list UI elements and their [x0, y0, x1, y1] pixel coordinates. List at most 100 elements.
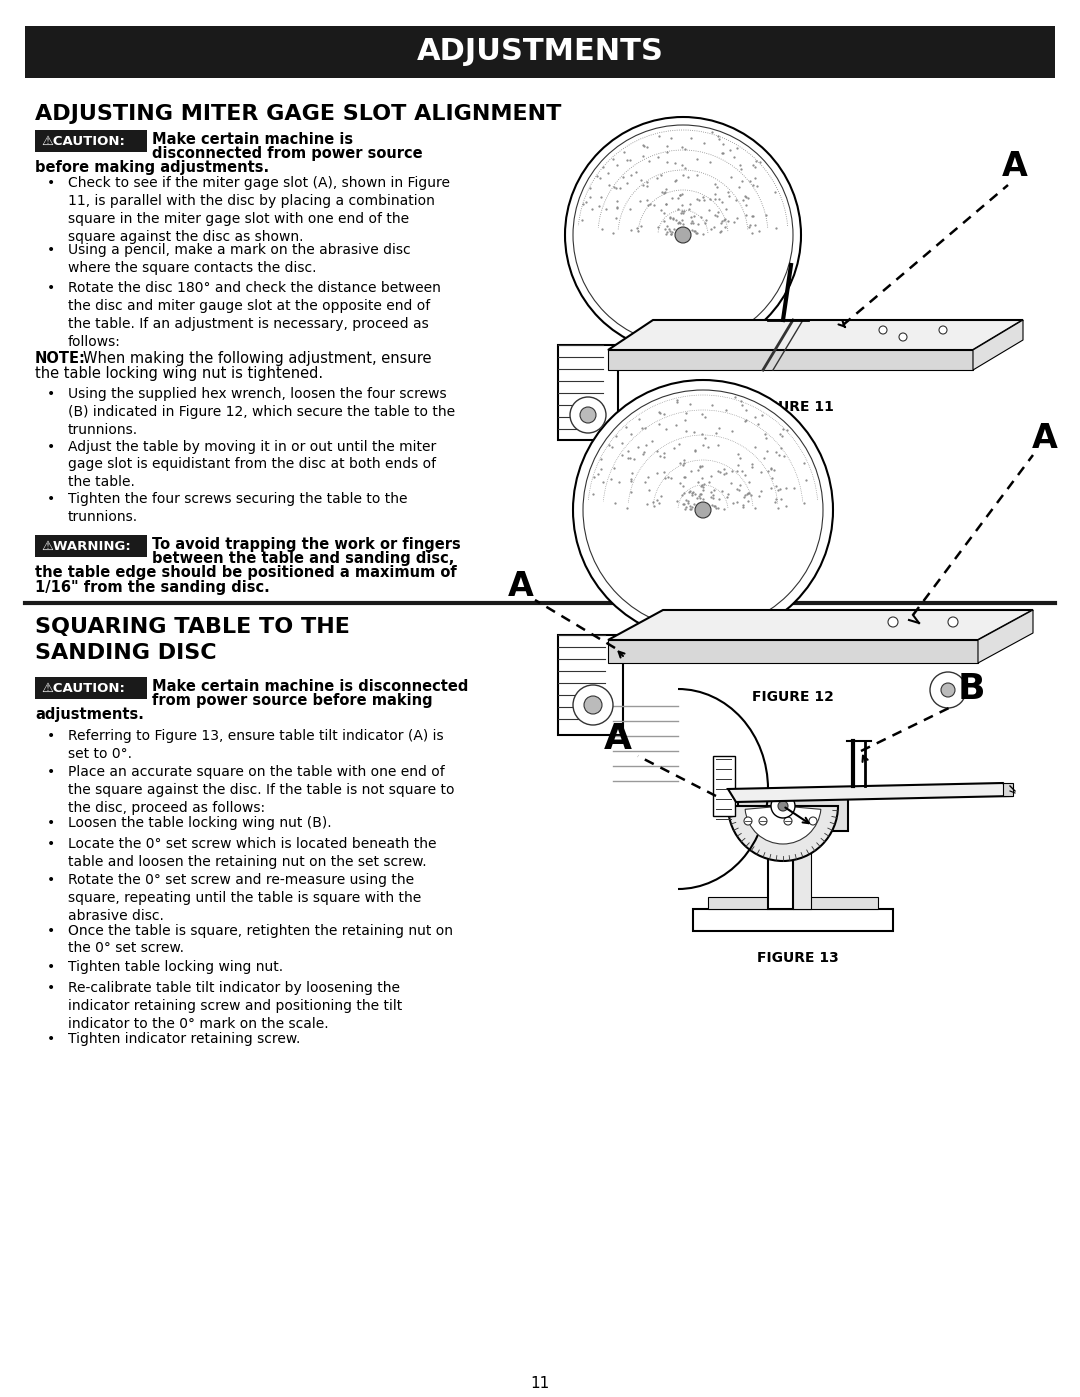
Polygon shape	[608, 610, 1032, 640]
Circle shape	[784, 817, 792, 826]
Text: Using the supplied hex wrench, loosen the four screws
(B) indicated in Figure 12: Using the supplied hex wrench, loosen th…	[68, 387, 455, 437]
Polygon shape	[1003, 782, 1013, 796]
Text: before making adjustments.: before making adjustments.	[35, 161, 269, 175]
Bar	[713, 756, 735, 816]
Text: adjustments.: adjustments.	[35, 707, 144, 722]
Text: Tighten table locking wing nut.: Tighten table locking wing nut.	[68, 960, 283, 974]
Circle shape	[570, 397, 606, 433]
Text: the table edge should be positioned a maximum of: the table edge should be positioned a ma…	[35, 564, 457, 580]
Circle shape	[899, 332, 907, 341]
Text: •: •	[48, 243, 55, 257]
Text: the table locking wing nut is tightened.: the table locking wing nut is tightened.	[35, 366, 323, 381]
Text: NOTE:: NOTE:	[35, 351, 86, 366]
Circle shape	[771, 793, 795, 819]
Circle shape	[778, 800, 788, 812]
Text: ⚠CAUTION:: ⚠CAUTION:	[41, 134, 125, 148]
Bar	[35, 130, 147, 152]
Text: •: •	[48, 923, 55, 937]
Circle shape	[573, 685, 613, 725]
Bar	[35, 678, 147, 698]
Circle shape	[744, 817, 752, 826]
Text: A: A	[1002, 151, 1028, 183]
Bar	[35, 535, 147, 557]
Circle shape	[583, 390, 823, 630]
Bar	[793, 809, 811, 909]
Circle shape	[584, 696, 602, 714]
Text: •: •	[48, 1031, 55, 1045]
Text: ADJUSTING MITER GAGE SLOT ALIGNMENT: ADJUSTING MITER GAGE SLOT ALIGNMENT	[35, 103, 562, 124]
Text: disconnected from power source: disconnected from power source	[152, 147, 422, 161]
Text: B: B	[957, 672, 985, 705]
Text: SQUARING TABLE TO THE: SQUARING TABLE TO THE	[35, 617, 350, 637]
Text: A: A	[1032, 422, 1058, 454]
Text: •: •	[48, 816, 55, 830]
Text: •: •	[48, 440, 55, 454]
Text: A: A	[508, 570, 534, 602]
Circle shape	[696, 502, 711, 518]
Circle shape	[948, 617, 958, 627]
Circle shape	[809, 817, 816, 826]
Circle shape	[939, 326, 947, 334]
Polygon shape	[608, 351, 973, 370]
Polygon shape	[973, 320, 1023, 370]
Text: SANDING DISC: SANDING DISC	[35, 643, 217, 664]
Text: Loosen the table locking wing nut (B).: Loosen the table locking wing nut (B).	[68, 816, 332, 830]
Text: •: •	[48, 387, 55, 401]
Text: •: •	[48, 766, 55, 780]
Circle shape	[565, 117, 801, 353]
Text: •: •	[48, 873, 55, 887]
Text: 1/16" from the sanding disc.: 1/16" from the sanding disc.	[35, 580, 270, 595]
Text: •: •	[48, 981, 55, 995]
Circle shape	[573, 380, 833, 640]
Bar	[558, 345, 618, 440]
Text: Rotate the disc 180° and check the distance between
the disc and miter gauge slo: Rotate the disc 180° and check the dista…	[68, 281, 441, 348]
Text: Adjust the table by moving it in or out until the miter
gage slot is equidistant: Adjust the table by moving it in or out …	[68, 440, 436, 489]
Bar	[693, 909, 893, 930]
Text: Tighten indicator retaining screw.: Tighten indicator retaining screw.	[68, 1031, 300, 1045]
Circle shape	[675, 226, 691, 243]
Text: Locate the 0° set screw which is located beneath the
table and loosen the retain: Locate the 0° set screw which is located…	[68, 837, 436, 869]
Wedge shape	[745, 806, 821, 844]
Text: Tighten the four screws securing the table to the
trunnions.: Tighten the four screws securing the tab…	[68, 492, 407, 524]
Circle shape	[888, 617, 897, 627]
Text: 11: 11	[530, 1376, 550, 1390]
Text: Referring to Figure 13, ensure table tilt indicator (A) is
set to 0°.: Referring to Figure 13, ensure table til…	[68, 729, 444, 761]
Polygon shape	[978, 610, 1032, 664]
Circle shape	[941, 683, 955, 697]
Polygon shape	[728, 782, 1013, 802]
Bar	[768, 809, 793, 909]
Polygon shape	[608, 320, 1023, 351]
Text: Check to see if the miter gage slot (A), shown in Figure
11, is parallel with th: Check to see if the miter gage slot (A),…	[68, 176, 450, 243]
Text: ⚠WARNING:: ⚠WARNING:	[41, 539, 131, 552]
Text: •: •	[48, 960, 55, 974]
Text: Make certain machine is: Make certain machine is	[152, 131, 353, 147]
Text: •: •	[48, 176, 55, 190]
Text: When making the following adjustment, ensure: When making the following adjustment, en…	[83, 351, 432, 366]
Text: •: •	[48, 729, 55, 743]
Circle shape	[580, 407, 596, 423]
Circle shape	[573, 124, 793, 345]
Text: between the table and sanding disc,: between the table and sanding disc,	[152, 550, 455, 566]
Bar	[558, 636, 623, 735]
Bar	[738, 791, 848, 831]
Text: •: •	[48, 492, 55, 506]
Circle shape	[759, 817, 767, 826]
Text: A: A	[604, 722, 632, 756]
Text: ADJUSTMENTS: ADJUSTMENTS	[417, 38, 663, 67]
Text: FIGURE 12: FIGURE 12	[752, 690, 834, 704]
Text: •: •	[48, 281, 55, 295]
Bar	[25, 27, 1055, 78]
Text: Using a pencil, make a mark on the abrasive disc
where the square contacts the d: Using a pencil, make a mark on the abras…	[68, 243, 410, 275]
Text: ⚠CAUTION:: ⚠CAUTION:	[41, 682, 125, 694]
Text: Rotate the 0° set screw and re-measure using the
square, repeating until the tab: Rotate the 0° set screw and re-measure u…	[68, 873, 421, 922]
Bar	[708, 897, 878, 909]
Text: FIGURE 13: FIGURE 13	[757, 951, 839, 965]
Circle shape	[930, 672, 966, 708]
Text: Re-calibrate table tilt indicator by loosening the
indicator retaining screw and: Re-calibrate table tilt indicator by loo…	[68, 981, 402, 1031]
Text: To avoid trapping the work or fingers: To avoid trapping the work or fingers	[152, 536, 461, 552]
Text: Make certain machine is disconnected: Make certain machine is disconnected	[152, 679, 469, 694]
Text: Place an accurate square on the table with one end of
the square against the dis: Place an accurate square on the table wi…	[68, 766, 455, 814]
Text: from power source before making: from power source before making	[152, 693, 433, 708]
Wedge shape	[728, 806, 838, 861]
Text: FIGURE 11: FIGURE 11	[752, 400, 834, 414]
